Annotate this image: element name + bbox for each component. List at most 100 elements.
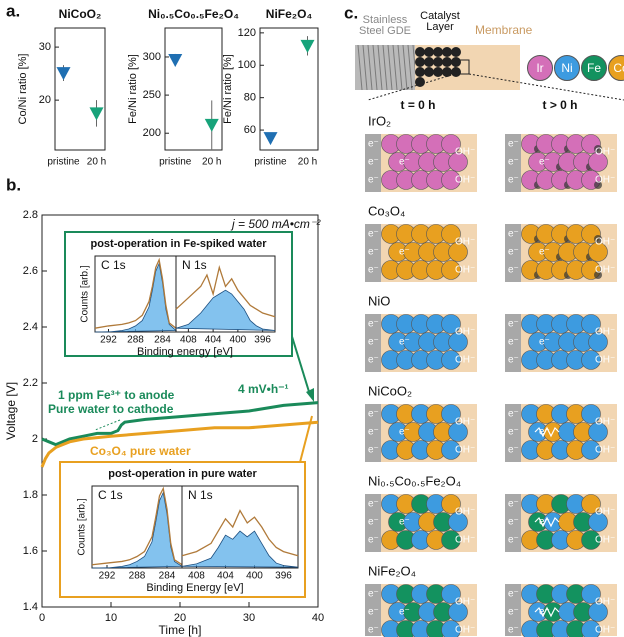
series-label: Co₃O₄ pure water <box>90 444 191 458</box>
header-label: Layer <box>426 21 454 33</box>
x-tick-label: pristine <box>254 157 287 168</box>
electron-label: e⁻ <box>368 589 379 600</box>
header-label: Catalyst <box>420 10 460 22</box>
schematic: e⁻e⁻e⁻e⁻OH⁻OH⁻ <box>365 494 477 552</box>
x-tick-label: 20 <box>174 612 186 624</box>
y-tick-label: 200 <box>143 127 161 139</box>
electron-label: e⁻ <box>368 175 379 186</box>
y-tick-label: 300 <box>143 51 161 63</box>
schematic: e⁻e⁻e⁻e⁻OH⁻OH⁻ <box>365 584 477 637</box>
electron-label: e⁻ <box>508 319 519 330</box>
panel-title: C 1s <box>98 488 123 502</box>
x-tick-label: 396 <box>254 335 271 346</box>
row-label: IrO₂ <box>368 113 391 128</box>
x-axis-label: Binding energy [eV] <box>137 346 233 358</box>
arrow-head <box>306 388 314 402</box>
series-label: 1 ppm Fe³⁺ to anode <box>58 388 175 402</box>
particle <box>588 602 608 622</box>
electron-label: e⁻ <box>508 625 519 636</box>
particle <box>448 332 468 352</box>
resistance <box>534 426 560 438</box>
hydroxide-label: OH⁻ <box>455 175 475 186</box>
x-tick-label: 288 <box>127 335 144 346</box>
x-tick-label: 20 h <box>87 157 106 168</box>
marker <box>89 107 104 121</box>
electron-label: e⁻ <box>368 607 379 618</box>
hydroxide-label: OH⁻ <box>595 597 615 608</box>
steel-fiber <box>367 44 373 91</box>
schematic: e⁻e⁻e⁻e⁻OH⁻OH⁻ <box>365 224 477 282</box>
x-tick-label: 408 <box>188 571 205 582</box>
fit-component <box>175 289 276 331</box>
x-tick-label: 284 <box>154 335 171 346</box>
y-tick-label: 80 <box>244 92 256 104</box>
x-tick-label: 400 <box>230 335 247 346</box>
particle <box>581 620 601 637</box>
particle <box>588 512 608 532</box>
electron-label: e⁻ <box>508 247 519 258</box>
catalyst-particle <box>424 67 434 77</box>
electron-label: e⁻ <box>508 607 519 618</box>
particle <box>581 404 601 424</box>
arrow <box>289 329 311 396</box>
arrow <box>94 419 121 431</box>
degradation <box>594 181 602 189</box>
gde-strip <box>505 494 521 552</box>
row-label: Co₃O₄ <box>368 203 405 218</box>
envelope <box>94 257 177 329</box>
plot-frame <box>259 27 319 151</box>
y-tick-label: 2.6 <box>23 265 38 277</box>
hydroxide-label: OH⁻ <box>455 417 475 428</box>
steel-fiber <box>372 44 378 91</box>
particle <box>588 422 608 442</box>
header-label: Membrane <box>475 23 533 37</box>
electron-label: e⁻ <box>508 355 519 366</box>
resistance <box>534 516 560 528</box>
y-tick-label: 120 <box>238 27 256 39</box>
particle <box>441 314 461 334</box>
electron-label: e⁻ <box>539 157 550 168</box>
zoom-box <box>454 59 470 75</box>
degradation <box>594 271 602 279</box>
chart-title: NiCoO₂ <box>59 7 102 21</box>
marker <box>300 39 315 53</box>
particle <box>448 512 468 532</box>
particle <box>441 530 461 550</box>
resistance <box>534 606 560 618</box>
column-label: t = 0 h <box>400 98 435 112</box>
particle <box>441 224 461 244</box>
marker <box>204 118 219 132</box>
hydroxide-label: OH⁻ <box>455 355 475 366</box>
electron-label: e⁻ <box>368 409 379 420</box>
particle <box>581 440 601 460</box>
schematic: e⁻e⁻e⁻e⁻OH⁻OH⁻ <box>505 584 617 637</box>
x-tick-label: 292 <box>100 335 117 346</box>
electron-label: e⁻ <box>368 337 379 348</box>
chart-title: NiFe₂O₄ <box>266 7 313 21</box>
x-tick-label: 408 <box>180 335 197 346</box>
electron-label: e⁻ <box>368 247 379 258</box>
steel-fiber <box>402 44 408 91</box>
catalyst-particle <box>442 47 452 57</box>
plot-frame <box>164 27 223 151</box>
marker <box>56 67 71 81</box>
y-axis-label: Counts [arb.] <box>80 265 91 322</box>
degradation <box>594 145 602 153</box>
panel-label: c. <box>344 3 358 22</box>
y-axis-label: Co/Ni ratio [%] <box>17 54 29 125</box>
y-axis-label: Counts [arb.] <box>77 498 88 555</box>
schematic: e⁻e⁻e⁻e⁻OH⁻OH⁻ <box>505 224 617 282</box>
element-label: Ir <box>536 61 543 75</box>
element-label: Ni <box>561 61 572 75</box>
electron-label: e⁻ <box>508 535 519 546</box>
electron-label: e⁻ <box>399 517 410 528</box>
envelope <box>91 486 183 566</box>
electron-label: e⁻ <box>399 607 410 618</box>
x-tick-label: 400 <box>246 571 263 582</box>
hydroxide-label: OH⁻ <box>455 625 475 636</box>
panel-title: C 1s <box>101 258 126 272</box>
steel-fiber <box>387 44 393 91</box>
row-label: NiO <box>368 293 390 308</box>
plot-frame <box>54 27 106 151</box>
hydroxide-label: OH⁻ <box>595 147 615 158</box>
